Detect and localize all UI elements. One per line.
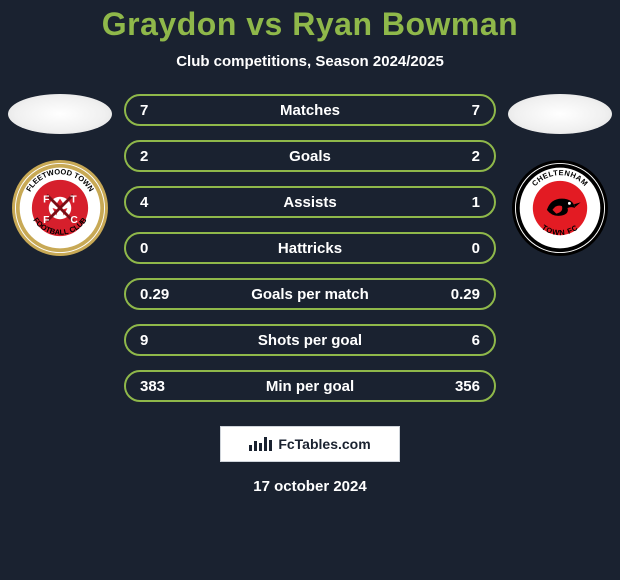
stat-left-value: 0 xyxy=(140,240,184,257)
stat-row: 0 Hattricks 0 xyxy=(124,232,496,264)
svg-text:F: F xyxy=(43,215,49,226)
stat-label: Min per goal xyxy=(184,378,436,395)
stat-right-value: 0 xyxy=(436,240,480,257)
main-row: FLEETWOOD TOWN FOOTBALL CLUB xyxy=(0,94,620,402)
stat-right-value: 2 xyxy=(436,148,480,165)
svg-text:T: T xyxy=(70,194,77,205)
stat-row: 0.29 Goals per match 0.29 xyxy=(124,278,496,310)
stat-right-value: 1 xyxy=(436,194,480,211)
stat-label: Hattricks xyxy=(184,240,436,257)
stat-left-value: 7 xyxy=(140,102,184,119)
bars-icon xyxy=(249,437,272,451)
cheltenham-badge-icon: CHELTENHAM TOWN FC xyxy=(515,160,605,256)
stat-left-value: 2 xyxy=(140,148,184,165)
stat-right-value: 6 xyxy=(436,332,480,349)
stat-label: Goals per match xyxy=(184,286,436,303)
club-badge-right: CHELTENHAM TOWN FC xyxy=(512,160,608,256)
stat-right-value: 356 xyxy=(436,378,480,395)
stat-left-value: 0.29 xyxy=(140,286,184,303)
fleetwood-badge-icon: FLEETWOOD TOWN FOOTBALL CLUB xyxy=(15,160,105,256)
stat-row: 4 Assists 1 xyxy=(124,186,496,218)
stat-row: 383 Min per goal 356 xyxy=(124,370,496,402)
stat-row: 7 Matches 7 xyxy=(124,94,496,126)
svg-text:C: C xyxy=(70,215,78,226)
page-subtitle: Club competitions, Season 2024/2025 xyxy=(176,53,444,70)
player-left-photo xyxy=(8,94,112,134)
stat-right-value: 7 xyxy=(436,102,480,119)
stat-row: 2 Goals 2 xyxy=(124,140,496,172)
stat-left-value: 4 xyxy=(140,194,184,211)
stat-label: Matches xyxy=(184,102,436,119)
stat-label: Goals xyxy=(184,148,436,165)
brand-link[interactable]: FcTables.com xyxy=(220,426,400,462)
stat-right-value: 0.29 xyxy=(436,286,480,303)
stat-row: 9 Shots per goal 6 xyxy=(124,324,496,356)
brand-label: FcTables.com xyxy=(278,436,370,452)
player-left-column: FLEETWOOD TOWN FOOTBALL CLUB xyxy=(6,94,114,256)
stats-list: 7 Matches 7 2 Goals 2 4 Assists 1 0 Hatt… xyxy=(114,94,506,402)
stat-left-value: 383 xyxy=(140,378,184,395)
stat-label: Assists xyxy=(184,194,436,211)
svg-text:F: F xyxy=(43,194,49,205)
comparison-card: Graydon vs Ryan Bowman Club competitions… xyxy=(0,0,620,580)
club-badge-left: FLEETWOOD TOWN FOOTBALL CLUB xyxy=(12,160,108,256)
player-right-photo xyxy=(508,94,612,134)
player-right-column: CHELTENHAM TOWN FC xyxy=(506,94,614,256)
stat-label: Shots per goal xyxy=(184,332,436,349)
footer-date: 17 october 2024 xyxy=(253,478,366,495)
page-title: Graydon vs Ryan Bowman xyxy=(102,6,518,43)
stat-left-value: 9 xyxy=(140,332,184,349)
